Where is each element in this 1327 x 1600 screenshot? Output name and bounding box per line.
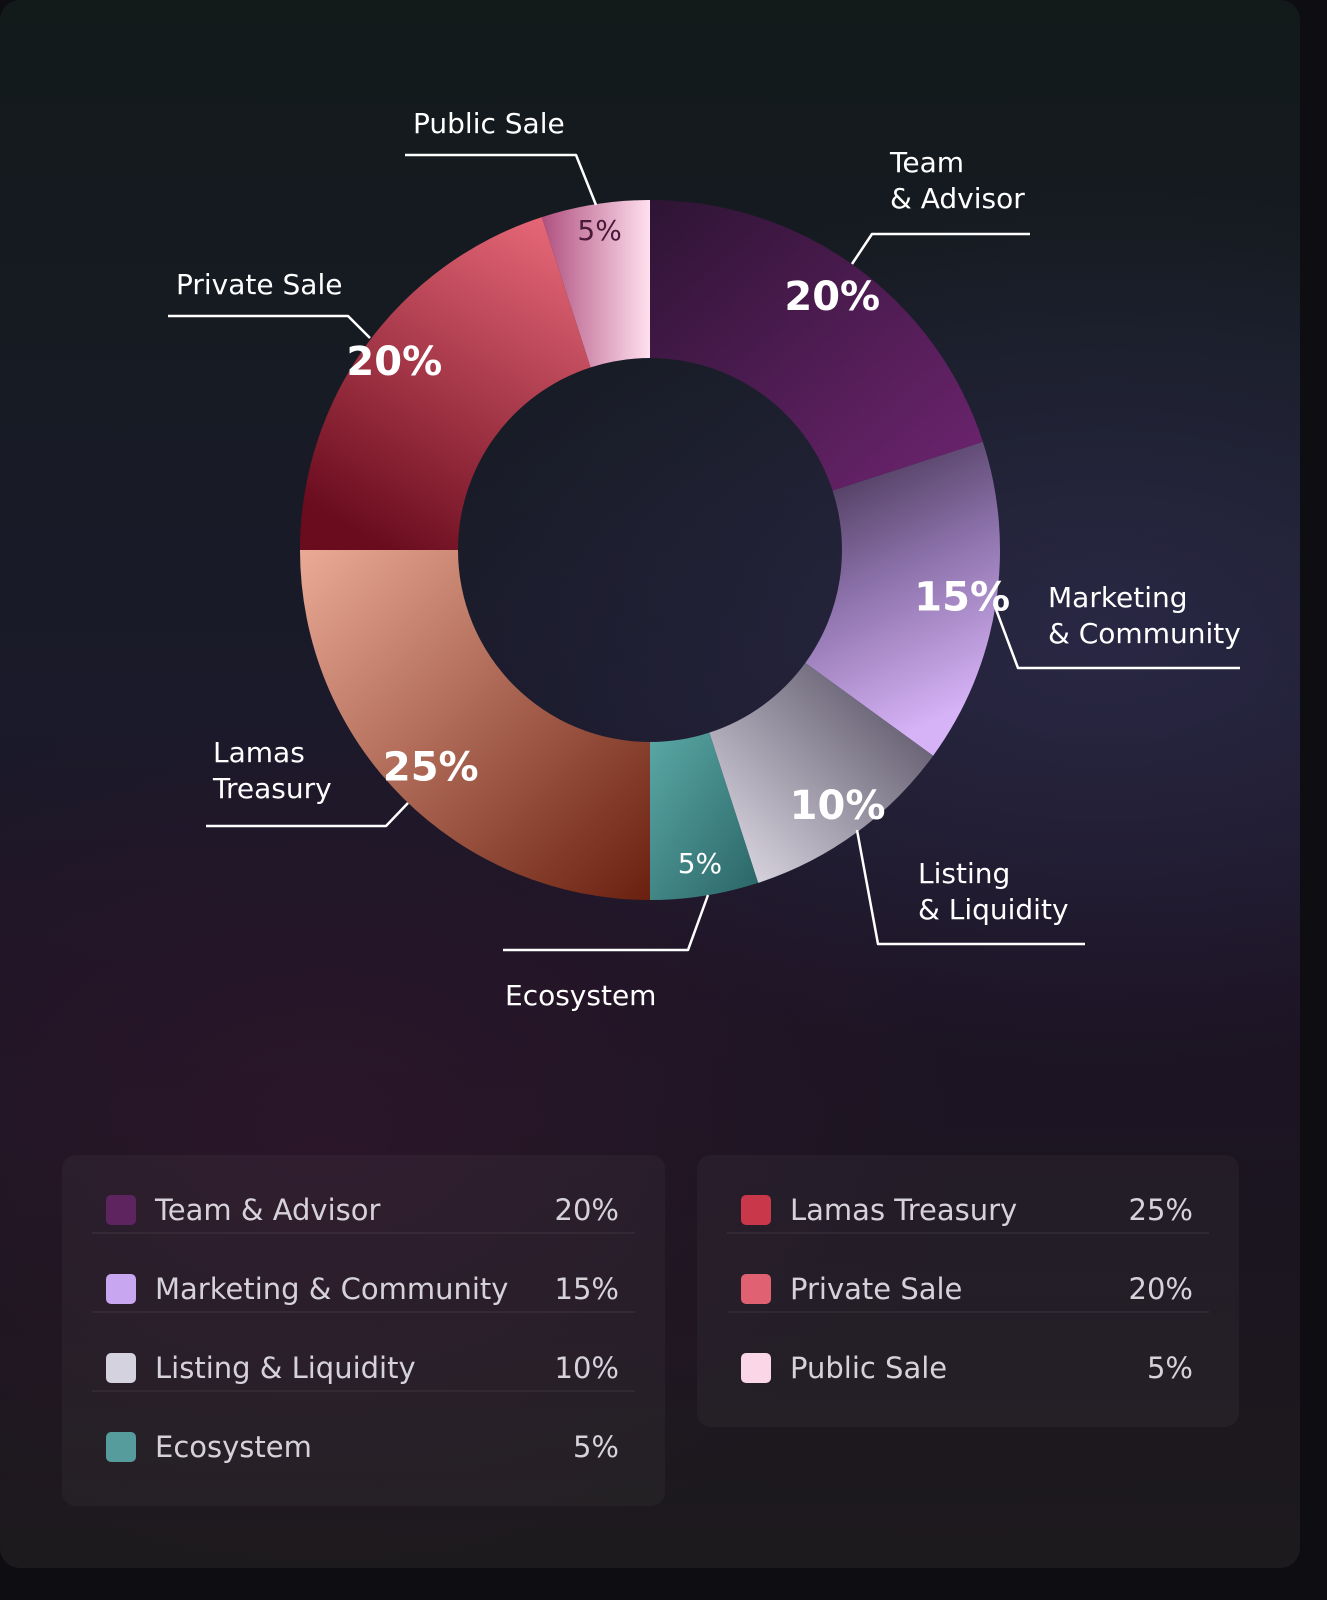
slice-marketing-community [805, 441, 1000, 756]
slice-value-label: 15% [914, 574, 1010, 620]
legend-label: Marketing & Community [155, 1272, 509, 1306]
callout-label-public-sale: Public Sale [413, 107, 565, 140]
legend-label: Private Sale [790, 1272, 963, 1306]
callout-label-lamas-treasury: Lamas [213, 736, 305, 769]
slice-ecosystem [650, 732, 759, 900]
legend-value: 5% [1146, 1351, 1193, 1385]
slice-value-label: 10% [790, 783, 886, 829]
legend-swatch [741, 1353, 771, 1383]
slice-public-sale [541, 200, 650, 368]
legend-value: 20% [554, 1193, 619, 1227]
slice-value-label: 25% [383, 744, 479, 790]
callout-leader-line [168, 314, 371, 339]
slice-value-label: 20% [346, 339, 442, 385]
legend-value: 15% [554, 1272, 619, 1306]
legend-label: Listing & Liquidity [155, 1351, 416, 1385]
callout-label-lamas-treasury: Treasury [212, 772, 332, 805]
slice-value-label: 5% [577, 214, 621, 247]
legend-swatch [106, 1195, 136, 1225]
legend-value: 20% [1128, 1272, 1193, 1306]
legend-value: 5% [572, 1430, 619, 1464]
slice-listing-liquidity [709, 662, 934, 883]
slice-team-advisor [650, 200, 983, 491]
legend-row: Ecosystem 5% [92, 1392, 635, 1471]
callout-leader-line [992, 603, 1240, 670]
legend-label: Ecosystem [155, 1430, 312, 1464]
legend-label: Lamas Treasury [790, 1193, 1018, 1227]
callout-leader-line [850, 232, 1030, 265]
legend-row: Marketing & Community 15% [92, 1234, 635, 1313]
callout-label-listing-liquidity: & Liquidity [918, 893, 1069, 926]
callout-leader-line [503, 894, 710, 952]
donut-chart: 20% 15% 10% 5% 25% 20% 5% Team& Advisor Marketi… [168, 107, 1241, 1012]
legend-row: Private Sale 20% [727, 1234, 1209, 1313]
slice-value-label: 20% [784, 274, 880, 320]
legend-value: 10% [554, 1351, 619, 1385]
legend-swatch [741, 1274, 771, 1304]
callout-label-team-advisor: & Advisor [890, 182, 1025, 215]
legend-row: Public Sale 5% [727, 1313, 1209, 1392]
callout-label-listing-liquidity: Listing [918, 857, 1010, 890]
legend-value: 25% [1128, 1193, 1193, 1227]
callout-label-private-sale: Private Sale [176, 268, 342, 301]
legend-panel-left: Team & Advisor 20% Marketing & Community 15… [62, 1155, 665, 1506]
legend-label: Team & Advisor [155, 1193, 381, 1227]
legend-row: Lamas Treasury 25% [727, 1155, 1209, 1234]
slice-value-label: 5% [678, 847, 722, 880]
legend-row: Listing & Liquidity 10% [92, 1313, 635, 1392]
legend-divider [92, 1311, 635, 1313]
legend-divider [727, 1232, 1209, 1234]
legend-swatch [106, 1432, 136, 1462]
callout-label-ecosystem: Ecosystem [505, 979, 656, 1012]
slice-lamas-treasury [300, 550, 650, 900]
legend-label: Public Sale [790, 1351, 948, 1385]
tokenomics-card: 20% 15% 10% 5% 25% 20% 5% Team & Advisor Marketi… [0, 0, 1300, 1568]
legend-swatch [741, 1195, 771, 1225]
callout-label-marketing-community: & Community [1048, 617, 1241, 650]
legend-swatch [106, 1353, 136, 1383]
callout-leader-line [405, 153, 598, 206]
legend-divider [727, 1311, 1209, 1313]
legend-divider [92, 1232, 635, 1234]
legend-row: Team & Advisor 20% [92, 1155, 635, 1234]
callout-leader-line [855, 829, 1085, 946]
legend-divider [92, 1390, 635, 1392]
legend-panel-right: Lamas Treasury 25% Private Sale 20% Public S… [697, 1155, 1239, 1427]
legend-swatch [106, 1274, 136, 1304]
slice-private-sale [300, 217, 591, 550]
callout-leader-line [206, 802, 409, 828]
callout-label-marketing-community: Marketing [1048, 581, 1188, 614]
callout-label-team-advisor: Team [889, 146, 964, 179]
